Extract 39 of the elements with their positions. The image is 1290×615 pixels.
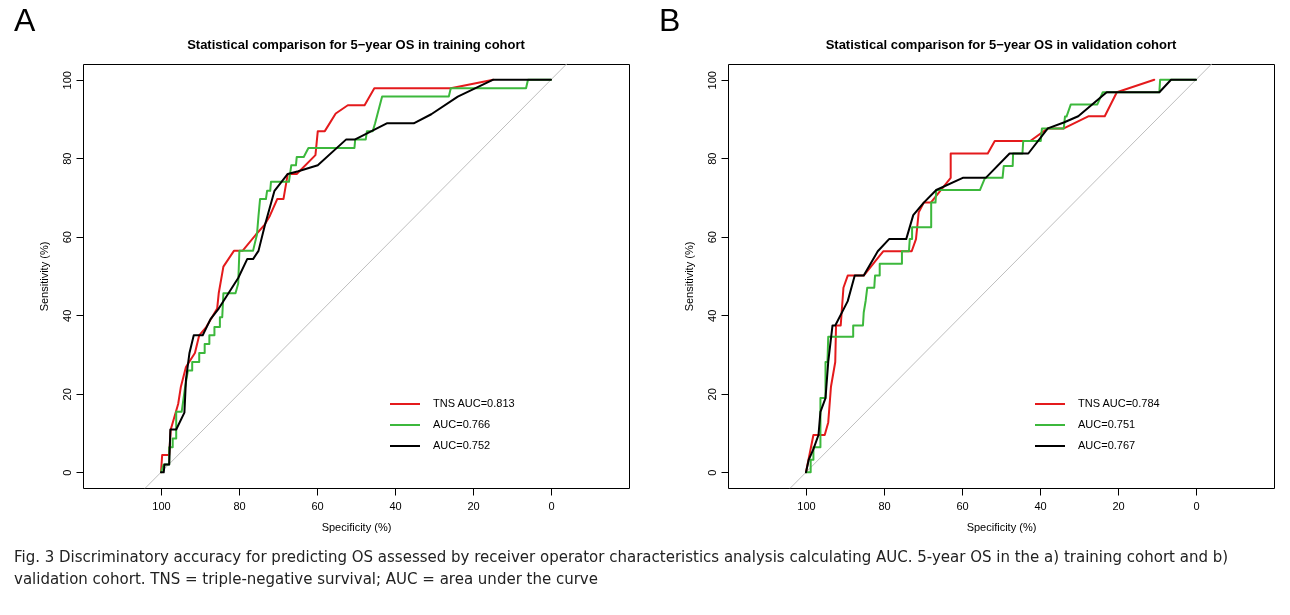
x-tick-label: 20	[467, 499, 480, 512]
x-tick-label: 100	[797, 499, 816, 512]
y-tick-label: 80	[705, 152, 718, 165]
x-tick-label: 80	[233, 499, 246, 512]
x-tick-label: 40	[389, 499, 402, 512]
x-axis-title: Specificity (%)	[966, 520, 1037, 533]
x-tick-label: 0	[548, 499, 555, 512]
x-tick-label: 80	[878, 499, 891, 512]
x-tick-label: 60	[311, 499, 324, 512]
chart-title: Statistical comparison for 5−year OS in validation cohort	[825, 36, 1178, 52]
legend-label: AUC=0.751	[1078, 418, 1136, 430]
legend-label: TNS AUC=0.784	[1078, 397, 1160, 409]
legend-label: AUC=0.766	[433, 418, 491, 430]
y-tick-label: 20	[705, 388, 718, 401]
y-tick-label: 40	[705, 309, 718, 322]
y-axis-title: Sensitivity (%)	[682, 241, 695, 312]
x-tick-label: 60	[956, 499, 969, 512]
y-tick-label: 100	[705, 71, 718, 90]
chart-title: Statistical comparison for 5−year OS in training cohort	[187, 36, 526, 52]
x-tick-label: 100	[152, 499, 171, 512]
text: A	[14, 2, 36, 39]
caption: Fig. 3 Discriminatory accuracy for predicting OS assessed by receiver operator characteristics analysis calculating AUC. 5-year OS in the a) training cohort and b) validation cohort. TNS = triple-negative survival; AUC = area under the curve	[14, 547, 1230, 590]
y-tick-label: 80	[60, 152, 73, 165]
y-tick-label: 0	[60, 469, 73, 476]
legend-label: AUC=0.767	[1078, 439, 1136, 451]
y-tick-label: 20	[60, 388, 73, 401]
y-tick-label: 40	[60, 309, 73, 322]
x-tick-label: 40	[1034, 499, 1047, 512]
y-tick-label: 100	[60, 71, 73, 90]
legend-label: TNS AUC=0.813	[433, 397, 515, 409]
y-tick-label: 0	[705, 469, 718, 476]
y-tick-label: 60	[705, 231, 718, 244]
y-axis-title: Sensitivity (%)	[37, 241, 50, 312]
x-axis-title: Specificity (%)	[321, 520, 392, 533]
text: B	[659, 2, 681, 39]
legend-label: AUC=0.752	[433, 439, 491, 451]
x-tick-label: 20	[1112, 499, 1125, 512]
y-tick-label: 60	[60, 231, 73, 244]
x-tick-label: 0	[1193, 499, 1200, 512]
